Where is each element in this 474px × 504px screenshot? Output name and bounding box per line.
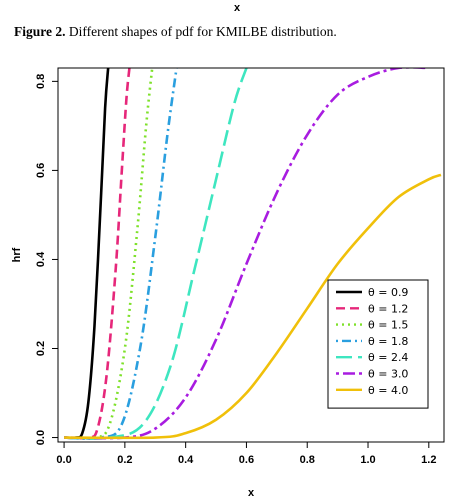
y-tick-label: 0.4 xyxy=(35,251,47,267)
legend: θ = 0.9 θ = 1.2 θ = 1.5 θ = 1.8 θ = 2.4 θ = 3… xyxy=(327,279,429,409)
series-line-2 xyxy=(64,68,131,440)
y-axis-ticks: 0.0 0.2 0.4 0.6 0.8 xyxy=(35,74,58,445)
x-tick-label: 1.2 xyxy=(421,454,436,466)
figure-caption: Figure 2. Different shapes of pdf for KM… xyxy=(14,24,337,40)
x-tick-label: 0.4 xyxy=(178,454,194,466)
x-tick-label: 0.0 xyxy=(56,454,71,466)
series-line-6 xyxy=(64,68,429,440)
series-line-7 xyxy=(64,173,442,440)
legend-box xyxy=(327,279,429,409)
y-axis-label: hrf xyxy=(11,247,23,262)
top-axis-label: x xyxy=(233,2,241,14)
legend-label-5: θ = 2.4 xyxy=(368,351,408,364)
figure-caption-number: Figure 2. xyxy=(14,24,66,39)
series-lines xyxy=(64,68,442,440)
legend-label-3: θ = 1.5 xyxy=(368,319,408,332)
series-line-5 xyxy=(64,68,248,440)
x-tick-label: 0.6 xyxy=(239,454,254,466)
y-tick-label: 0.2 xyxy=(35,341,47,356)
y-tick-label: 0.0 xyxy=(35,430,47,445)
figure-caption-text: Different shapes of pdf for KMILBE distr… xyxy=(65,24,337,39)
y-tick-label: 0.8 xyxy=(35,74,47,89)
x-tick-label: 0.8 xyxy=(300,454,315,466)
legend-label-2: θ = 1.2 xyxy=(368,302,408,315)
x-axis-label: x xyxy=(248,487,255,499)
x-tick-label: 1.0 xyxy=(360,454,375,466)
series-line-1 xyxy=(64,68,110,440)
x-tick-label: 0.2 xyxy=(117,454,132,466)
legend-label-1: θ = 0.9 xyxy=(368,286,408,299)
plot-frame xyxy=(57,67,445,443)
y-tick-label: 0.6 xyxy=(35,163,47,178)
series-line-4 xyxy=(64,68,178,440)
legend-label-4: θ = 1.8 xyxy=(368,335,408,348)
legend-label-7: θ = 4.0 xyxy=(368,384,408,397)
series-line-3 xyxy=(64,68,154,440)
legend-label-6: θ = 3.0 xyxy=(368,368,408,381)
x-axis-ticks: 0.0 0.2 0.4 0.6 0.8 1.0 1.2 xyxy=(56,442,436,466)
